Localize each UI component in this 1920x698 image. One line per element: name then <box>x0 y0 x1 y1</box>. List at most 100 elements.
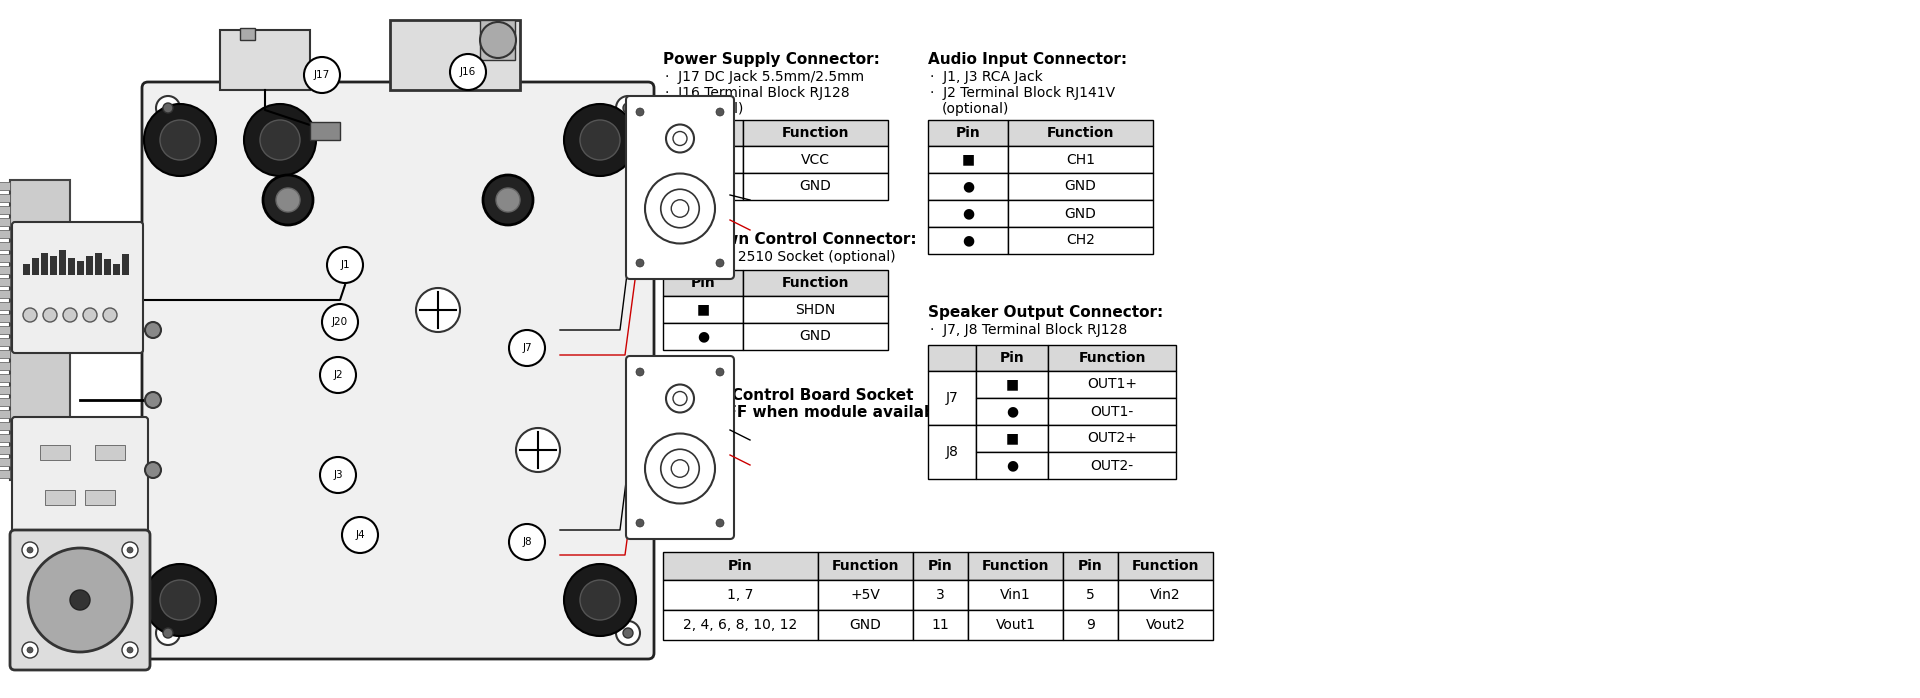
Text: (SW1 OFF when module available): (SW1 OFF when module available) <box>662 405 958 420</box>
Circle shape <box>21 642 38 658</box>
Text: ·  J4: · J4 <box>664 425 691 439</box>
Text: J8: J8 <box>945 445 958 459</box>
Circle shape <box>480 22 516 58</box>
Text: Vout2: Vout2 <box>1146 618 1185 632</box>
Text: J1: J1 <box>340 260 349 270</box>
Bar <box>67 258 75 275</box>
Bar <box>1048 452 1175 479</box>
Text: Pin: Pin <box>728 559 753 573</box>
Bar <box>662 270 743 296</box>
Circle shape <box>146 322 161 338</box>
Circle shape <box>326 247 363 283</box>
Text: Pin: Pin <box>1079 559 1102 573</box>
Bar <box>1064 610 1117 640</box>
Circle shape <box>516 428 561 472</box>
Text: OUT2+: OUT2+ <box>1087 431 1137 445</box>
Circle shape <box>509 524 545 560</box>
Bar <box>818 580 914 610</box>
Text: (optional): (optional) <box>943 102 1010 116</box>
Circle shape <box>564 564 636 636</box>
Bar <box>1117 552 1213 580</box>
Bar <box>0 182 10 190</box>
Bar <box>662 580 818 610</box>
Bar <box>60 250 65 275</box>
Circle shape <box>622 628 634 638</box>
Bar <box>662 173 743 200</box>
Bar <box>743 296 887 323</box>
Circle shape <box>672 200 689 217</box>
Bar <box>662 120 743 146</box>
Circle shape <box>29 548 132 652</box>
Text: 9: 9 <box>1087 618 1094 632</box>
Text: VCC: VCC <box>801 152 829 167</box>
Circle shape <box>636 368 643 376</box>
Bar <box>927 120 1008 146</box>
Text: Function: Function <box>1079 351 1146 365</box>
Circle shape <box>127 547 132 553</box>
Text: J20: J20 <box>332 317 348 327</box>
Bar <box>914 610 968 640</box>
Bar <box>221 30 309 90</box>
Text: ·  J1, J3 RCA Jack: · J1, J3 RCA Jack <box>929 70 1043 84</box>
Bar <box>0 434 10 442</box>
Circle shape <box>564 104 636 176</box>
Bar <box>1048 371 1175 398</box>
Bar <box>914 580 968 610</box>
Circle shape <box>104 308 117 322</box>
Bar <box>0 338 10 346</box>
Bar <box>0 266 10 274</box>
Text: OUT1-: OUT1- <box>1091 405 1133 419</box>
FancyBboxPatch shape <box>12 222 142 353</box>
FancyBboxPatch shape <box>142 82 655 659</box>
Bar <box>743 270 887 296</box>
Circle shape <box>622 103 634 113</box>
Circle shape <box>27 647 33 653</box>
Bar <box>0 218 10 226</box>
Bar <box>968 610 1064 640</box>
Text: Function: Function <box>1046 126 1114 140</box>
Text: ■: ■ <box>697 302 710 316</box>
Circle shape <box>666 124 693 152</box>
Circle shape <box>645 174 714 244</box>
Bar <box>44 490 75 505</box>
Circle shape <box>146 462 161 478</box>
Circle shape <box>83 308 98 322</box>
Circle shape <box>127 647 132 653</box>
Bar <box>662 610 818 640</box>
Text: Function: Function <box>981 559 1048 573</box>
Text: CH2: CH2 <box>1066 234 1094 248</box>
Bar <box>1008 200 1154 227</box>
Text: Vout1: Vout1 <box>995 618 1035 632</box>
Text: Pin: Pin <box>1000 351 1025 365</box>
Circle shape <box>321 357 355 393</box>
Text: SHDN: SHDN <box>795 302 835 316</box>
Circle shape <box>21 542 38 558</box>
Bar <box>309 122 340 140</box>
Bar <box>84 490 115 505</box>
Circle shape <box>616 96 639 120</box>
FancyBboxPatch shape <box>12 417 148 543</box>
Bar <box>975 452 1048 479</box>
FancyBboxPatch shape <box>10 530 150 670</box>
Bar <box>927 146 1008 173</box>
Bar <box>0 458 10 466</box>
Text: 11: 11 <box>931 618 948 632</box>
Circle shape <box>674 392 687 406</box>
Text: ■: ■ <box>962 152 975 167</box>
Text: J2: J2 <box>334 370 344 380</box>
Bar <box>1117 610 1213 640</box>
Circle shape <box>123 642 138 658</box>
Bar <box>1008 120 1154 146</box>
Circle shape <box>63 308 77 322</box>
Circle shape <box>636 259 643 267</box>
Bar <box>40 253 48 275</box>
Circle shape <box>580 120 620 160</box>
Bar <box>40 445 69 460</box>
Circle shape <box>636 519 643 527</box>
Circle shape <box>156 621 180 645</box>
FancyBboxPatch shape <box>626 96 733 279</box>
Text: 2, 4, 6, 8, 10, 12: 2, 4, 6, 8, 10, 12 <box>684 618 797 632</box>
Text: ·  J17 DC Jack 5.5mm/2.5mm: · J17 DC Jack 5.5mm/2.5mm <box>664 70 864 84</box>
Text: Pin: Pin <box>691 276 716 290</box>
Bar <box>77 261 84 275</box>
